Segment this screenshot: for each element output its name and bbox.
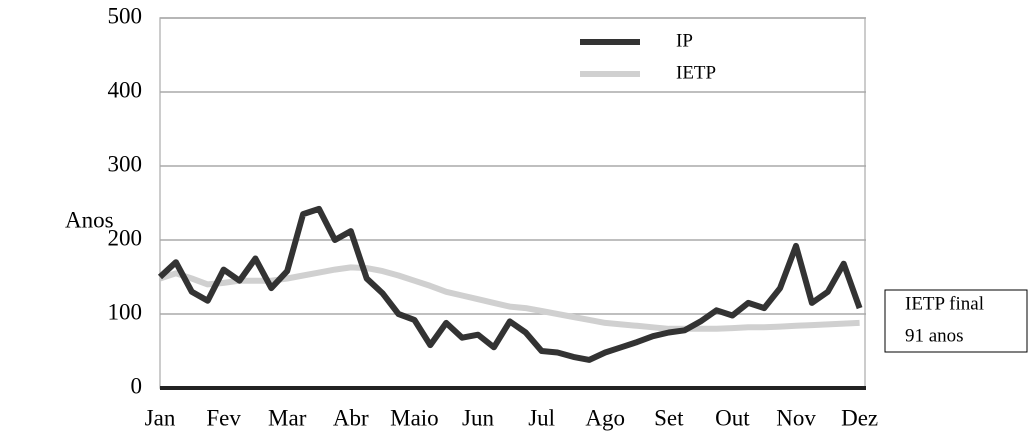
x-tick-label: Ago [585, 405, 625, 430]
y-tick-label: 500 [108, 3, 143, 28]
x-tick-label: Nov [776, 405, 816, 430]
y-tick-label: 300 [108, 151, 143, 176]
x-tick-label: Jan [145, 405, 176, 430]
plot-frame [159, 17, 866, 389]
x-tick-label: Maio [390, 405, 439, 430]
annotation-line: 91 anos [905, 325, 964, 346]
annotation-box [884, 289, 1028, 353]
y-tick-label: 400 [108, 77, 143, 102]
x-tick-label: Jun [462, 405, 494, 430]
x-tick-label: Fev [206, 405, 241, 430]
x-tick-label: Abr [333, 405, 369, 430]
y-axis-label: Anos [65, 207, 114, 232]
x-tick-label: Jul [528, 405, 555, 430]
x-tick-label: Dez [841, 405, 878, 430]
x-tick-label: Out [715, 405, 750, 430]
x-tick-label: Mar [268, 405, 307, 430]
legend-label: IP [676, 30, 693, 51]
x-tick-label: Set [654, 405, 684, 430]
legend-label: IETP [676, 62, 716, 83]
annotation-line: IETP final [905, 293, 984, 314]
y-tick-label: 100 [108, 299, 143, 324]
y-tick-label: 0 [131, 373, 143, 398]
y-tick-label: 200 [108, 225, 143, 250]
data-line [157, 205, 863, 363]
